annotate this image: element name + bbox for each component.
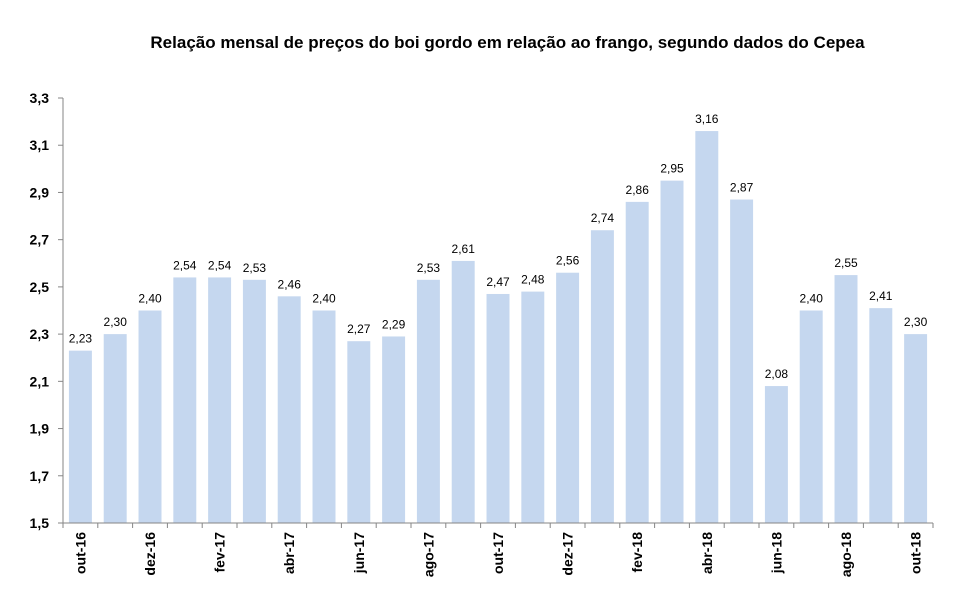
x-tick-label-dez-16: dez-16 (142, 532, 158, 576)
data-label-jul-17: 2,29 (382, 317, 406, 331)
data-label-mai-18: 2,87 (730, 181, 754, 195)
data-label-abr-18: 3,16 (695, 112, 719, 126)
data-label-dez-16: 2,40 (138, 292, 162, 306)
bar-mai-18 (730, 199, 754, 523)
bar-out-17 (486, 293, 510, 523)
data-label-dez-17: 2,56 (556, 254, 580, 268)
bar-mar-18 (660, 180, 684, 523)
y-tick-label: 3,1 (30, 137, 50, 153)
y-tick-label: 2,7 (30, 232, 50, 248)
data-label-jan-18: 2,74 (591, 211, 615, 225)
data-label-mai-17: 2,40 (312, 292, 336, 306)
chart-title: Relação mensal de preços do boi gordo em… (150, 33, 865, 52)
data-label-set-17: 2,61 (452, 242, 476, 256)
bar-abr-17 (277, 296, 301, 523)
y-tick-label: 1,9 (30, 421, 50, 437)
bar-dez-16 (138, 310, 162, 523)
data-label-jun-17: 2,27 (347, 322, 371, 336)
bar-set-18 (869, 308, 893, 523)
data-label-nov-16: 2,30 (104, 315, 128, 329)
data-label-ago-18: 2,55 (834, 256, 858, 270)
x-tick-label-jun-17: jun-17 (351, 532, 367, 574)
bar-fev-17 (208, 277, 232, 523)
data-label-nov-17: 2,48 (521, 273, 545, 287)
data-label-out-16: 2,23 (69, 332, 93, 346)
bar-out-16 (68, 350, 92, 523)
data-label-fev-17: 2,54 (208, 258, 232, 272)
bar-jun-18 (764, 386, 788, 523)
bar-fev-18 (625, 201, 649, 523)
labels-group: 2,23 2,30 2,40 2,54 2,54 2,53 2,46 2,40 2,27 2,29… (30, 90, 928, 577)
x-tick-label-abr-18: abr-18 (699, 532, 715, 574)
bar-nov-17 (521, 291, 545, 523)
bar-jun-17 (347, 341, 371, 523)
data-label-jan-17: 2,54 (173, 258, 197, 272)
data-label-jun-18: 2,08 (765, 367, 789, 381)
y-tick-label: 2,9 (30, 184, 50, 200)
y-tick-label: 2,1 (30, 373, 50, 389)
bar-out-18 (904, 334, 928, 523)
data-label-out-17: 2,47 (486, 275, 510, 289)
y-tick-label: 2,3 (30, 326, 50, 342)
y-tick-label: 1,7 (30, 468, 50, 484)
bar-jul-17 (382, 336, 406, 523)
bar-mai-17 (312, 310, 336, 523)
data-label-out-18: 2,30 (904, 315, 928, 329)
data-label-ago-17: 2,53 (417, 261, 441, 275)
data-label-mar-18: 2,95 (660, 162, 684, 176)
x-tick-label-out-18: out-18 (908, 532, 924, 574)
x-tick-label-ago-17: ago-17 (420, 532, 436, 577)
bar-set-17 (451, 260, 475, 523)
bars-group (68, 131, 928, 523)
x-tick-label-ago-18: ago-18 (838, 532, 854, 577)
x-tick-label-fev-17: fev-17 (212, 532, 228, 573)
axes-group (58, 97, 934, 528)
bar-dez-17 (556, 272, 580, 523)
bar-jul-18 (799, 310, 823, 523)
y-tick-label: 1,5 (30, 515, 50, 531)
data-label-set-18: 2,41 (869, 289, 893, 303)
bar-jan-17 (173, 277, 197, 523)
data-label-fev-18: 2,86 (626, 183, 650, 197)
y-tick-label: 3,3 (30, 90, 50, 106)
bar-ago-17 (416, 279, 440, 523)
data-label-abr-17: 2,46 (278, 277, 302, 291)
bar-ago-18 (834, 275, 858, 523)
x-tick-label-out-16: out-16 (72, 532, 88, 574)
y-tick-label: 2,5 (30, 279, 50, 295)
x-tick-label-dez-17: dez-17 (560, 532, 576, 576)
data-label-mar-17: 2,53 (243, 261, 267, 275)
bar-nov-16 (103, 334, 127, 523)
bar-abr-18 (695, 131, 719, 523)
x-tick-label-fev-18: fev-18 (629, 532, 645, 573)
bar-jan-18 (590, 230, 614, 523)
x-tick-label-jun-18: jun-18 (768, 532, 784, 574)
bar-mar-17 (242, 279, 266, 523)
x-tick-label-abr-17: abr-17 (281, 532, 297, 574)
x-tick-label-out-17: out-17 (490, 532, 506, 574)
data-label-jul-18: 2,40 (800, 292, 824, 306)
